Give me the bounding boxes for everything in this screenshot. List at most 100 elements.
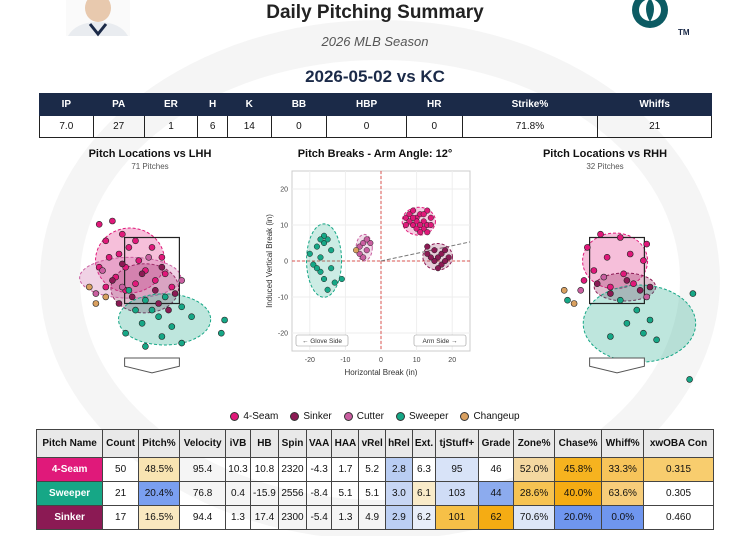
lhh-panel-subtitle: 71 Pitches: [131, 162, 169, 171]
breaks-point-4-seam-8: [413, 225, 420, 232]
breaks-y-tick-0: -20: [278, 331, 288, 338]
lhh-point-sweeper-6: [168, 323, 176, 330]
breaks-point-sweeper-12: [313, 265, 320, 272]
breaks-x-tick-4: 20: [448, 357, 456, 364]
breaks-point-cutter-0: [356, 243, 363, 250]
rhh-point-sinker-4: [646, 283, 654, 291]
rhh-point-sweeper-3: [623, 320, 631, 327]
summary-header-ip: IP: [39, 93, 94, 116]
lhh-point-sinker-6: [128, 293, 136, 301]
pitch-header-pitch-name: Pitch Name: [35, 429, 104, 458]
pitch-cell-tjstuff: 101: [435, 505, 479, 530]
rhh-panel-title: Pitch Locations vs RHH: [542, 148, 668, 160]
rhh-point-4-seam-8: [580, 277, 588, 284]
breaks-x-tick-0: -20: [305, 357, 315, 364]
breaks-point-sinker-2: [434, 254, 442, 261]
pitch-cell-hb: 17.4: [249, 505, 280, 530]
summary-value-ip: 7.0: [39, 115, 94, 138]
breaks-point-sweeper-10: [331, 279, 338, 286]
lhh-point-sinker-8: [115, 300, 123, 307]
lhh-point-sweeper-12: [221, 316, 228, 324]
breaks-x-tick-3: 10: [413, 357, 421, 364]
lhh-point-sweeper-15: [148, 306, 156, 314]
rhh-point-4-seam-0: [597, 230, 604, 238]
breaks-point-4-seam-14: [413, 218, 420, 225]
summary-value-strike: 71.8%: [461, 115, 599, 138]
breaks-point-sinker-6: [438, 261, 445, 268]
breaks-point-sinker-9: [434, 265, 442, 272]
lhh-point-4-seam-8: [135, 257, 143, 264]
pitch-header-vaa: VAA: [305, 429, 333, 458]
rhh-point-sweeper-4: [640, 329, 647, 337]
summary-value-whiffs: 21: [597, 115, 712, 138]
pitch-cell-xwoba-con: 0.315: [643, 457, 714, 482]
summary-value-h: 6: [197, 115, 228, 138]
breaks-point-4-seam-16: [427, 221, 434, 229]
breaks-point-sweeper-3: [320, 239, 328, 247]
lhh-point-sweeper-3: [178, 303, 185, 311]
pitch-header-hb: HB: [249, 429, 280, 458]
rhh-home-plate: [589, 357, 645, 374]
summary-table: IP PA ER H K BB HBP HR Strike% Whiffs 7.0 27 1 6 14 0 0…: [39, 93, 712, 138]
breaks-glove-side-label-box: [295, 334, 349, 347]
rhh-point-4-seam-11: [643, 240, 650, 248]
pitch-cell-spin: 2320: [278, 457, 307, 482]
lhh-point-4-seam-17: [132, 280, 139, 287]
breaks-point-4-seam-6: [424, 207, 431, 214]
rhh-point-4-seam-9: [630, 280, 637, 287]
lhh-location-chart: [79, 217, 228, 374]
breaks-point-sweeper-5: [310, 261, 317, 268]
pitch-cell-pitch: 20.4%: [137, 481, 180, 506]
summary-header-er: ER: [143, 93, 199, 116]
pitch-header-hrel: hRel: [384, 429, 413, 458]
pitch-cell-zone: 70.6%: [513, 505, 555, 530]
breaks-y-tick-3: 10: [280, 223, 288, 230]
breaks-point-sweeper-13: [320, 232, 328, 239]
pitch-header-pitch: Pitch%: [137, 429, 180, 458]
breaks-arm-side-label-box: [413, 334, 467, 347]
pitch-cell-ivb: 0.4: [225, 481, 251, 506]
breaks-point-4-seam-7: [409, 221, 417, 229]
lhh-home-plate: [124, 357, 180, 374]
summary-value-pa: 27: [92, 115, 145, 138]
pitch-header-whiff: Whiff%: [601, 429, 645, 458]
breaks-point-4-seam-1: [406, 211, 413, 218]
summary-header-pa: PA: [92, 93, 145, 116]
summary-header-strike: Strike%: [461, 93, 599, 116]
rhh-point-changeup-0: [560, 287, 568, 294]
breaks-point-4-seam-10: [427, 214, 434, 221]
pitch-cell-vrel: 5.1: [358, 481, 386, 506]
summary-value-hr: 0: [405, 115, 463, 138]
lhh-point-sweeper-14: [125, 287, 133, 294]
pitch-cell-grade: 62: [477, 505, 515, 530]
lhh-point-cutter-0: [99, 267, 106, 274]
pitch-cell-spin: 2300: [278, 505, 307, 530]
pitch-cell-hb: 10.8: [249, 457, 280, 482]
pitch-header-vrel: vRel: [358, 429, 386, 458]
pitch-cell-xwoba-con: 0.460: [643, 505, 714, 530]
lhh-point-sweeper-4: [155, 313, 162, 320]
rhh-point-4-seam-4: [603, 254, 611, 261]
legend-label-changeup: Changeup: [473, 411, 520, 422]
breaks-point-sinker-4: [442, 247, 449, 254]
breaks-point-sinker-3: [438, 250, 445, 257]
rhh-point-sweeper-2: [646, 316, 654, 324]
pitch-cell-vrel: 4.9: [358, 505, 386, 530]
breaks-point-sinker-8: [427, 254, 434, 261]
pitch-header-zone: Zone%: [513, 429, 555, 458]
lhh-point-sinker-3: [109, 277, 116, 284]
summary-header-hr: HR: [405, 93, 463, 116]
breaks-point-4-seam-15: [420, 211, 427, 218]
breaks-point-4-seam-19: [402, 221, 409, 229]
pitch-header-spin: Spin: [278, 429, 307, 458]
pitch-cell-chase: 45.8%: [553, 457, 603, 482]
pitch-cell-vaa: -4.3: [305, 457, 333, 482]
breaks-point-sinker-1: [431, 247, 438, 254]
pitch-cell-count: 17: [102, 505, 139, 530]
lhh-point-4-seam-0: [95, 220, 103, 228]
breaks-point-sweeper-7: [320, 275, 328, 283]
lhh-point-4-seam-16: [152, 277, 159, 284]
pitch-cell-chase: 20.0%: [553, 505, 603, 530]
breaks-arm-side-label: Arm Side →: [422, 338, 457, 345]
lhh-strike-zone: [124, 236, 180, 305]
